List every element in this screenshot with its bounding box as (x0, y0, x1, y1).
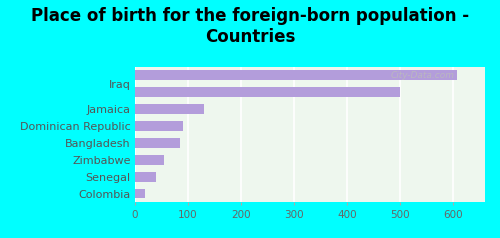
Bar (135, 104, 204, 114)
Bar (135, 121, 182, 131)
Bar (135, 87, 400, 97)
Bar (135, 189, 144, 198)
Bar (135, 172, 156, 182)
Bar (135, 155, 164, 164)
Text: City-Data.com: City-Data.com (390, 71, 454, 80)
Bar (135, 70, 457, 80)
Bar (135, 138, 180, 148)
Text: Place of birth for the foreign-born population -
Countries: Place of birth for the foreign-born popu… (31, 7, 469, 46)
